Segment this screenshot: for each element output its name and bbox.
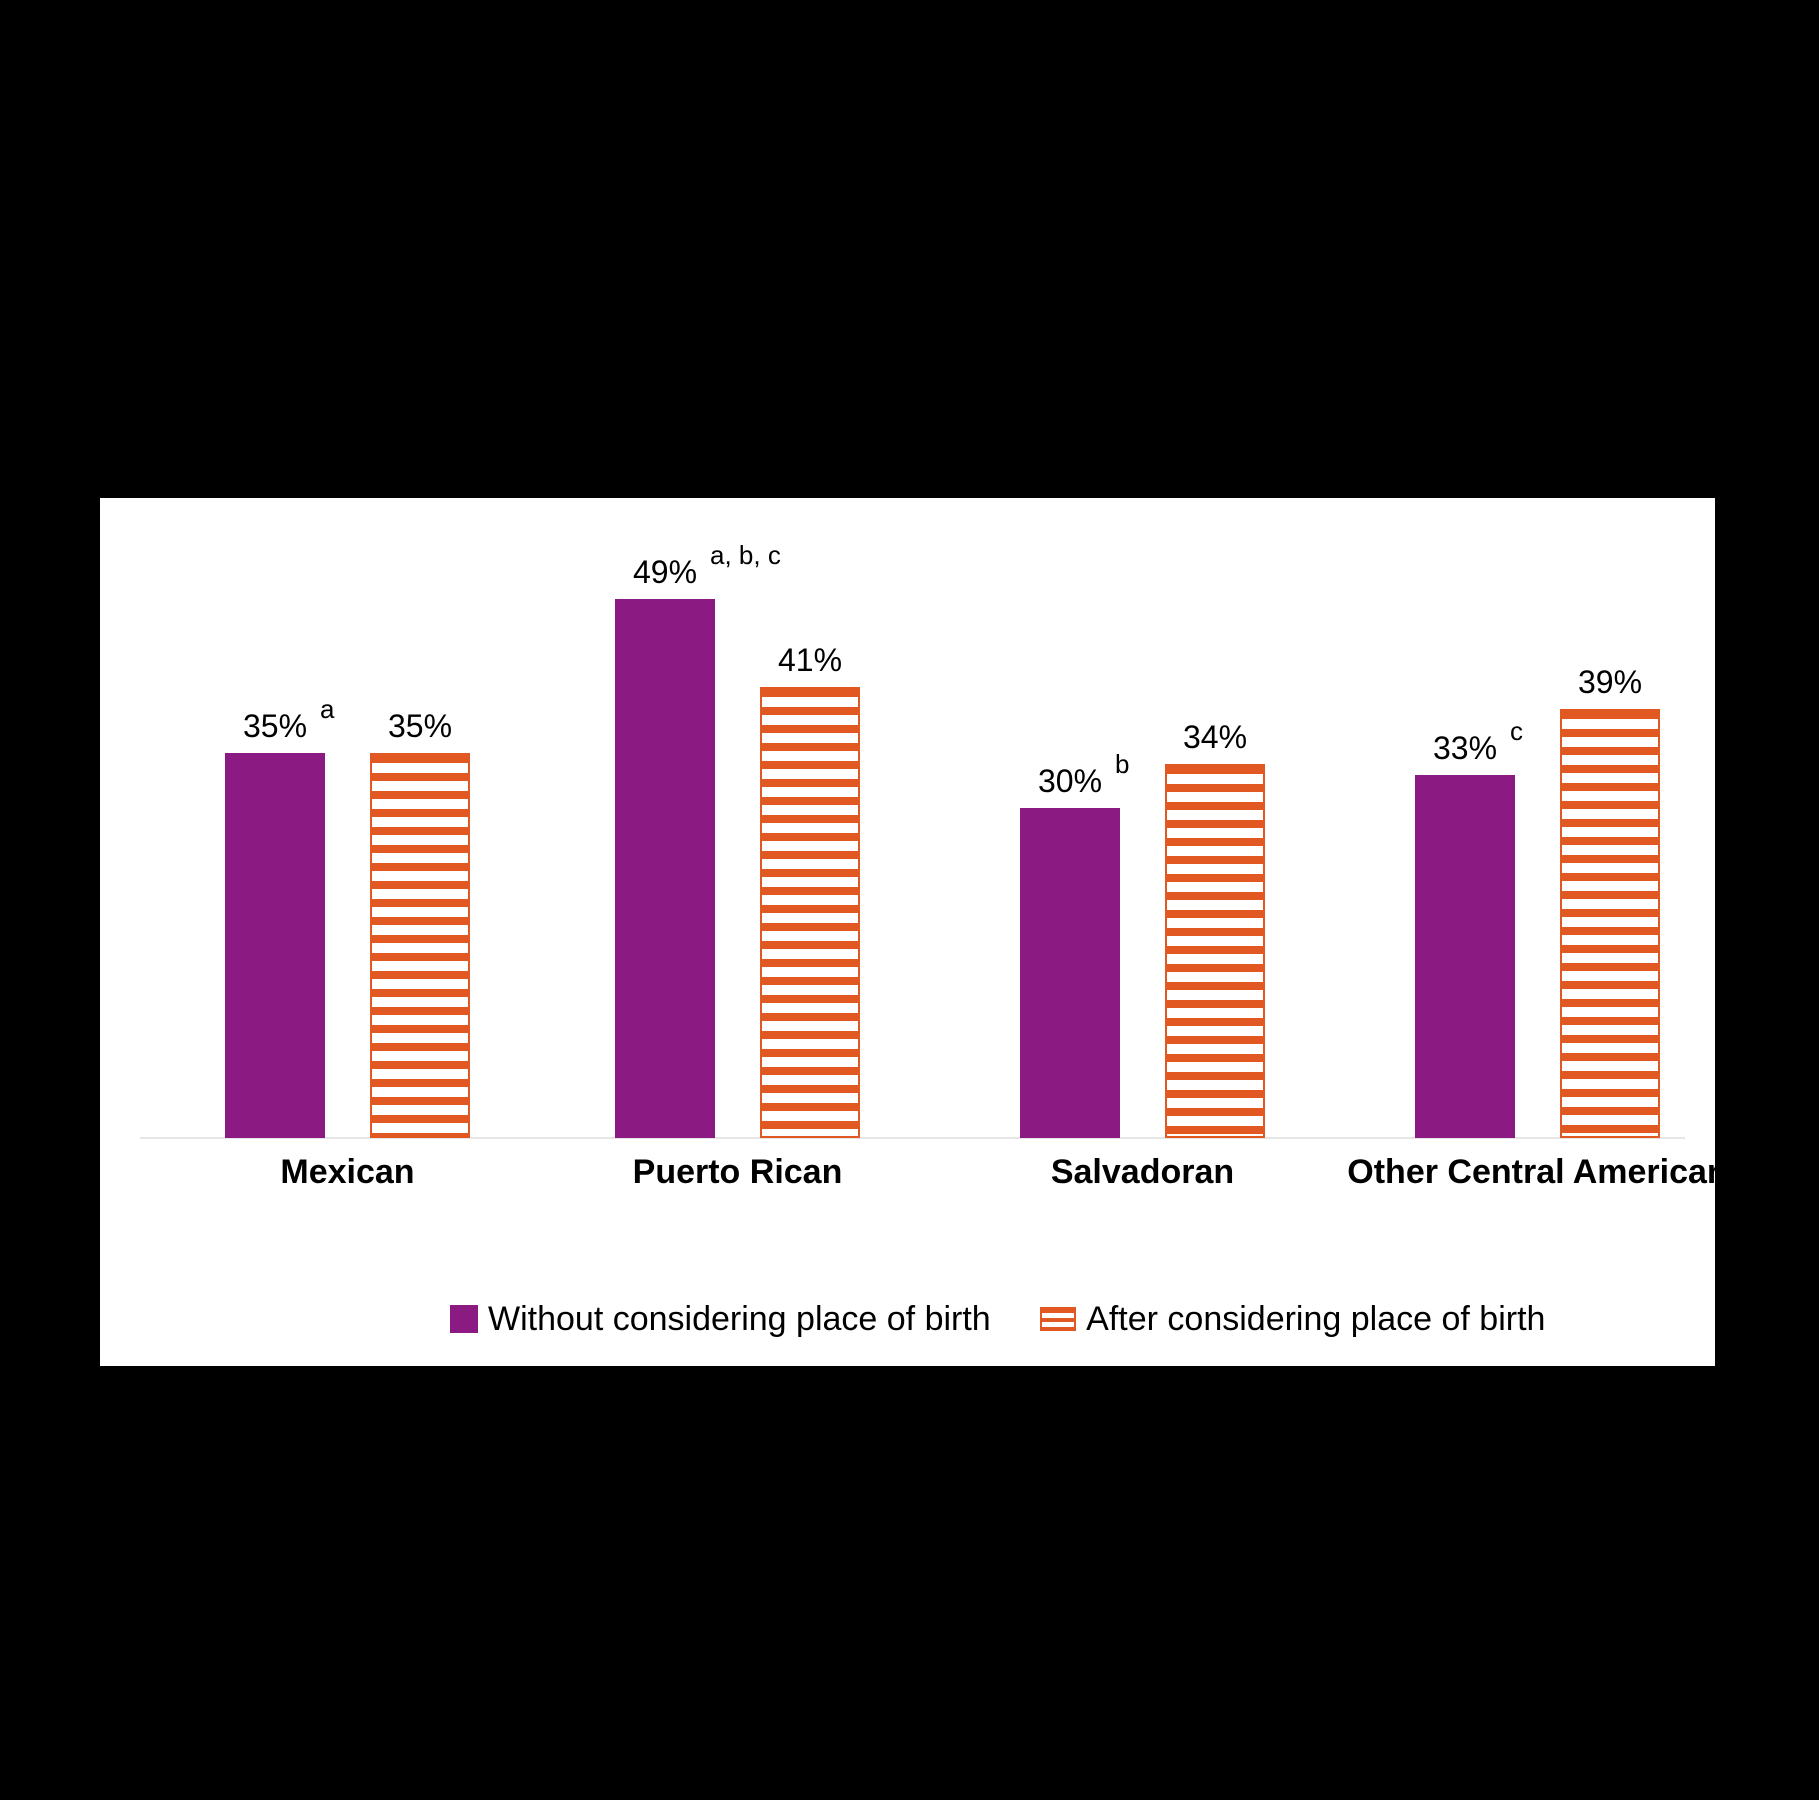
bar-after-2 xyxy=(1165,764,1265,1138)
legend-swatch-without xyxy=(450,1305,478,1333)
bar-without-2 xyxy=(1020,808,1120,1138)
plot-area: 35%a35%Mexican49%a, b, c41%Puerto Rican3… xyxy=(140,498,1685,1138)
value-label-without-2: 30% xyxy=(1030,763,1110,800)
value-label-after-2: 34% xyxy=(1175,719,1255,756)
category-label-3: Other Central American xyxy=(1338,1153,1738,1192)
value-superscript-without-0: a xyxy=(320,694,334,725)
bar-without-3 xyxy=(1415,775,1515,1138)
bar-without-0 xyxy=(225,753,325,1138)
value-superscript-without-3: c xyxy=(1510,716,1523,747)
value-label-after-3: 39% xyxy=(1570,664,1650,701)
bar-after-0 xyxy=(370,753,470,1138)
value-label-without-3: 33% xyxy=(1425,730,1505,767)
value-label-without-1: 49% xyxy=(625,554,705,591)
value-label-after-0: 35% xyxy=(380,708,460,745)
category-label-1: Puerto Rican xyxy=(538,1153,938,1192)
legend: Without considering place of birth After… xyxy=(450,1298,1585,1339)
bar-after-1 xyxy=(760,687,860,1138)
value-label-without-0: 35% xyxy=(235,708,315,745)
category-label-0: Mexican xyxy=(148,1153,548,1192)
value-superscript-without-2: b xyxy=(1115,749,1129,780)
chart-panel: 35%a35%Mexican49%a, b, c41%Puerto Rican3… xyxy=(100,498,1715,1366)
value-label-after-1: 41% xyxy=(770,642,850,679)
bar-after-3 xyxy=(1560,709,1660,1138)
legend-label-without: Without considering place of birth xyxy=(488,1300,991,1338)
legend-label-after: After considering place of birth xyxy=(1086,1300,1545,1338)
bar-without-1 xyxy=(615,599,715,1138)
category-label-2: Salvadoran xyxy=(943,1153,1343,1192)
value-superscript-without-1: a, b, c xyxy=(710,540,781,571)
legend-swatch-after xyxy=(1040,1307,1076,1331)
